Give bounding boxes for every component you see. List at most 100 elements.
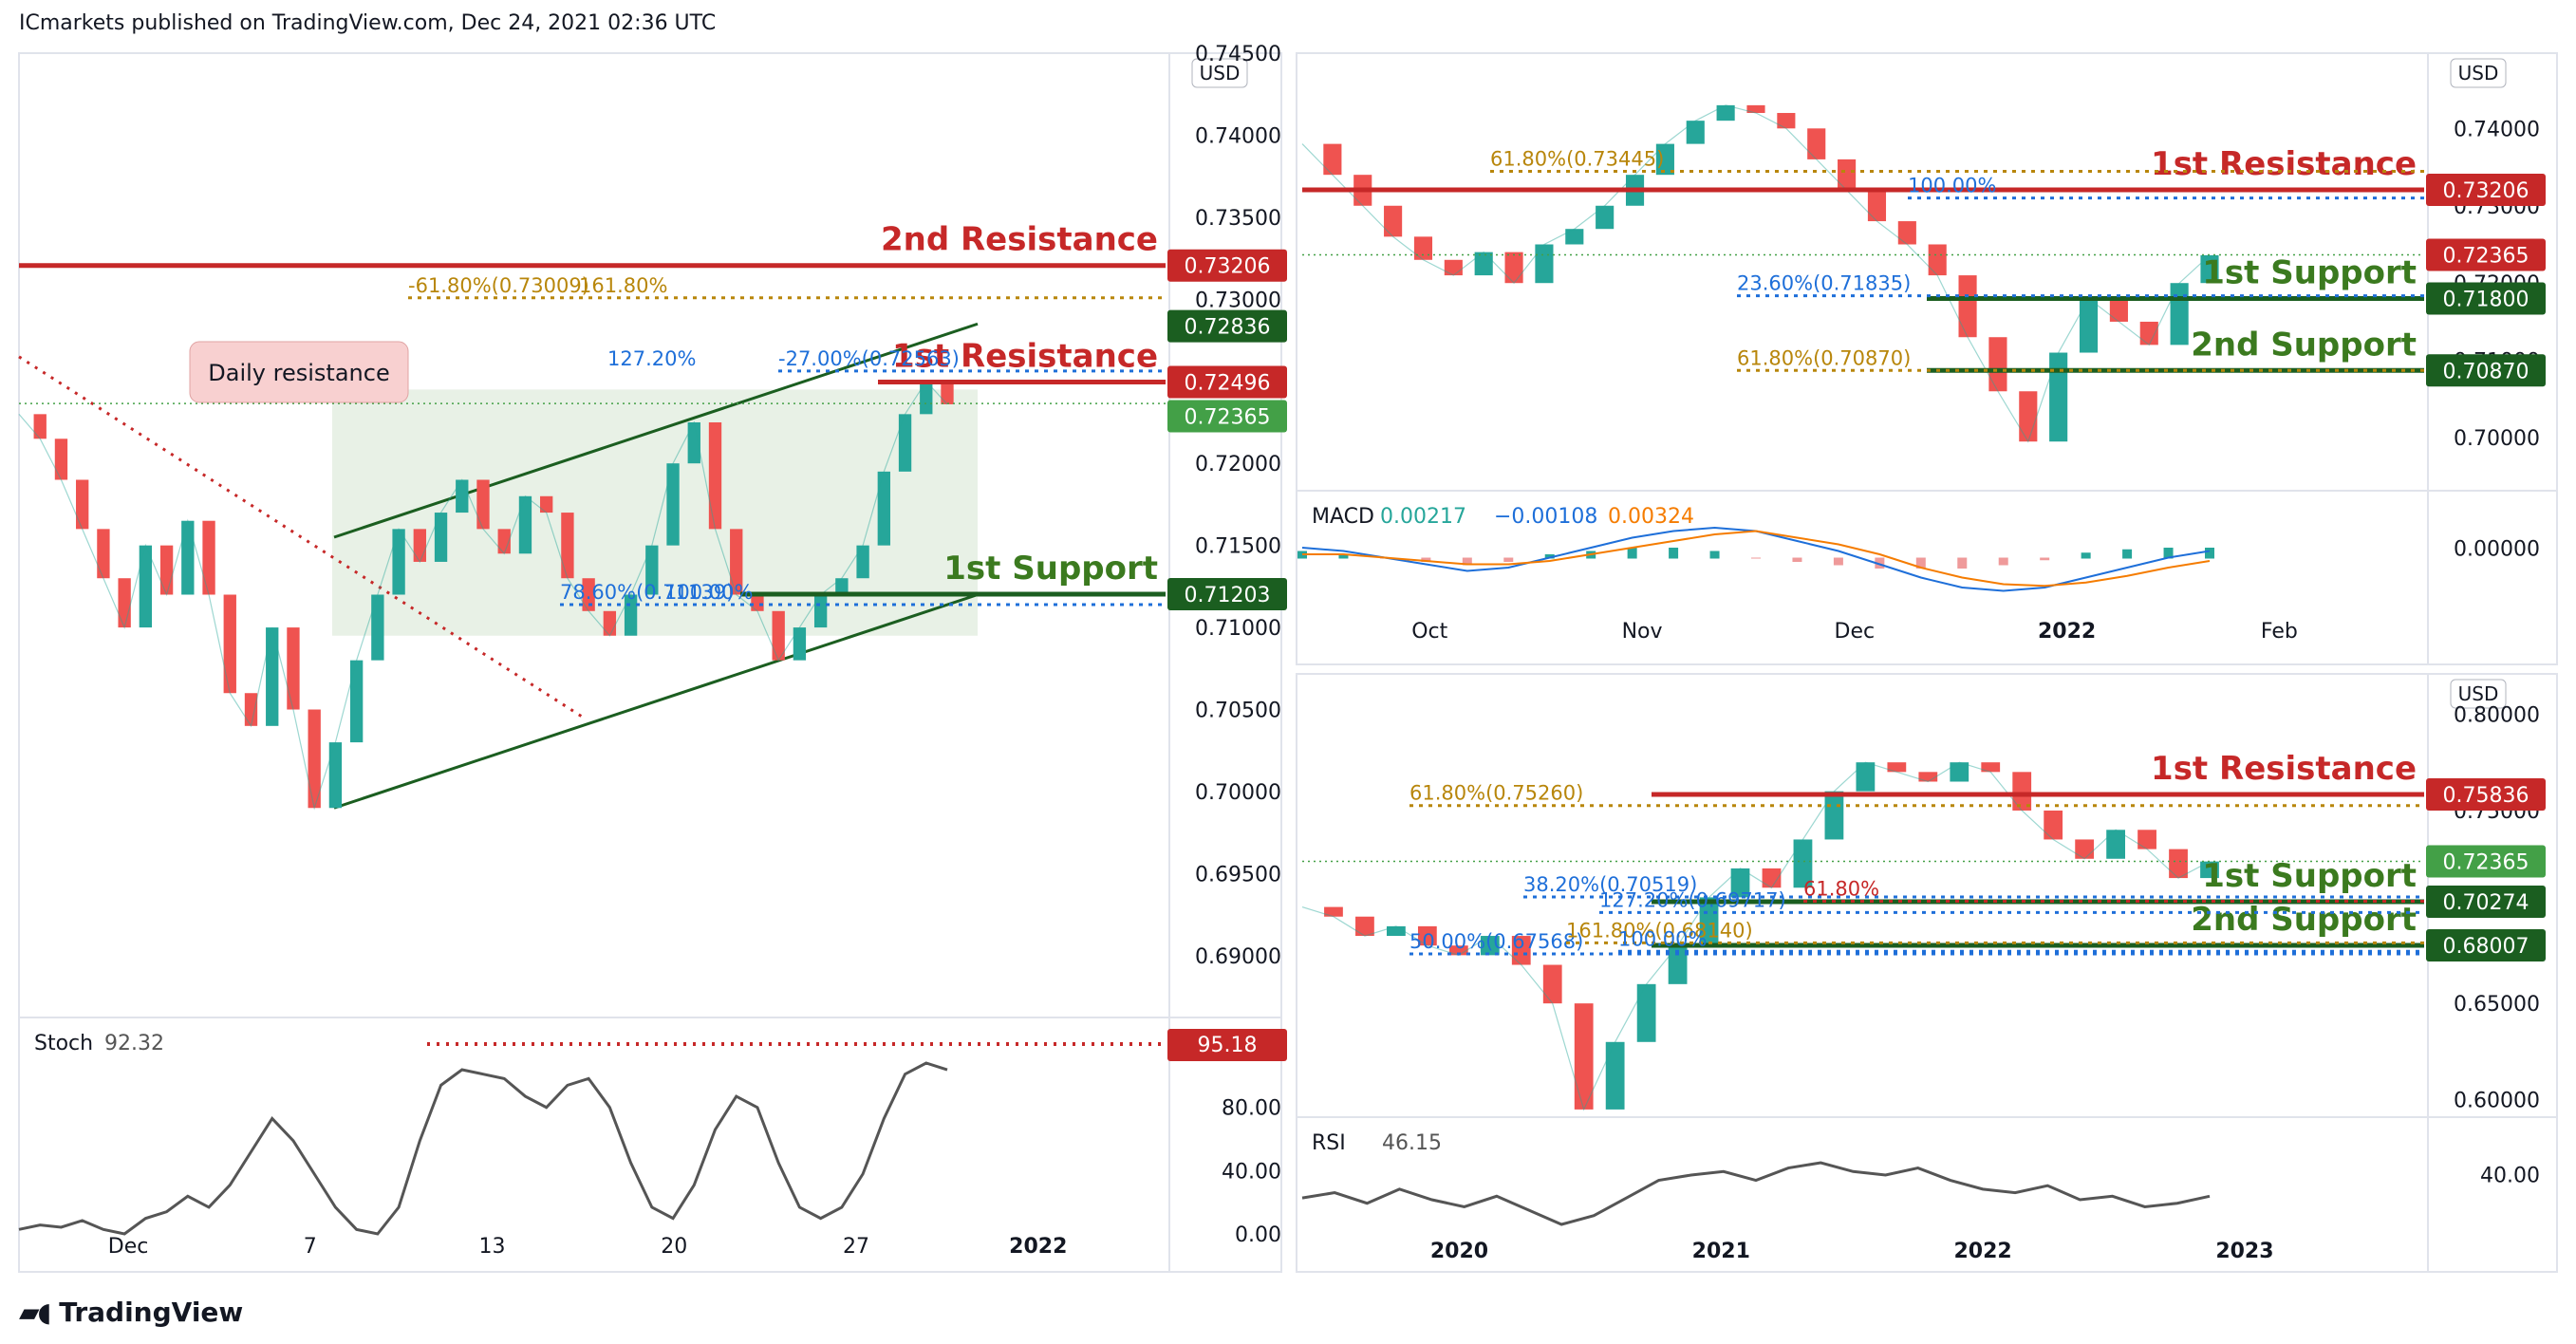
bottom-right-candle xyxy=(1605,1041,1625,1110)
left-candle xyxy=(371,594,384,661)
left-price-tag-label: 0.73206 xyxy=(1185,255,1271,279)
left-candle xyxy=(159,545,174,595)
left-price-tag xyxy=(1167,400,1287,433)
top-right-candle xyxy=(1323,143,1342,176)
left-indicator-line xyxy=(18,1061,948,1236)
left-candle xyxy=(202,520,215,595)
bottom-right-indicator-value: 46.15 xyxy=(1382,1131,1442,1155)
top-right-macd-histogram-bar xyxy=(1875,557,1885,569)
left-ytick-label: 0.69500 xyxy=(1195,863,1281,887)
bottom-right-indicator-name: RSI xyxy=(1312,1131,1346,1155)
left-fib-label: 78.60%(0.71139) xyxy=(560,581,734,604)
bottom-right-currency-label: USD xyxy=(2458,682,2499,705)
bottom-right-level-label: 2nd Support xyxy=(2191,901,2417,939)
left-level-label: 1st Support xyxy=(943,550,1158,588)
left-candle xyxy=(118,578,131,628)
left-currency-label: USD xyxy=(1200,62,1241,84)
top-right-candle xyxy=(1838,159,1857,191)
top-right-price-tag-label: 0.73206 xyxy=(2443,179,2529,203)
left-candle xyxy=(772,610,785,661)
top-right-indicator-value: 0.00217 xyxy=(1380,505,1466,529)
top-right-candle xyxy=(1596,205,1615,230)
left-candle xyxy=(497,529,511,554)
top-right-macd-histogram-bar xyxy=(1751,557,1761,559)
top-right-indicator-name: MACD xyxy=(1312,505,1374,529)
bottom-right-price-tag-label: 0.70274 xyxy=(2443,891,2529,915)
bottom-right-candle xyxy=(1918,772,1938,782)
left-price-tag-label: 0.72496 xyxy=(1185,371,1271,395)
tradingview-brand[interactable]: ▰◖ TradingView xyxy=(19,1297,243,1328)
left-candle xyxy=(139,545,153,628)
left-xtick-label: 7 xyxy=(304,1235,317,1259)
left-candle xyxy=(603,610,617,636)
top-right-macd-histogram-bar xyxy=(2163,548,2174,559)
left-fib-label: -27.00%(0.72563) xyxy=(778,347,960,370)
brand-label: TradingView xyxy=(59,1297,244,1328)
left-ytick-label: 0.70000 xyxy=(1195,781,1281,805)
left-candle xyxy=(941,381,954,404)
left-level-label: 2nd Resistance xyxy=(881,221,1158,259)
left-candle xyxy=(33,414,47,439)
bottom-right-frame xyxy=(1296,673,2558,1273)
bottom-right-candle xyxy=(1574,1003,1594,1110)
left-price-tag-label: 0.72836 xyxy=(1185,316,1271,340)
left-ytick-label: 0.71000 xyxy=(1195,617,1281,641)
bottom-right-candle xyxy=(1355,916,1374,937)
top-right-price-tag xyxy=(2426,282,2546,315)
bottom-right-price-tag-label: 0.68007 xyxy=(2443,935,2529,959)
top-right-candle xyxy=(1897,221,1916,245)
bottom-right-candle xyxy=(2106,830,2125,859)
left-candle xyxy=(687,421,700,464)
bottom-right-candle xyxy=(1856,762,1876,792)
bottom-right-fib-label: 61.80%(0.75260) xyxy=(1409,782,1583,805)
left-candle xyxy=(266,627,279,726)
top-right-candle xyxy=(1777,113,1796,129)
left-price-tag-label: 0.71203 xyxy=(1185,584,1271,607)
top-right-candle xyxy=(1686,121,1705,144)
left-price-tag xyxy=(1167,365,1287,399)
top-right-frame xyxy=(1296,52,2558,665)
left-candle xyxy=(835,578,849,595)
left-xtick-label: 20 xyxy=(661,1235,687,1259)
top-right-macd-histogram-bar xyxy=(1544,554,1555,559)
top-right-candle xyxy=(1988,337,2007,392)
left-channel-upper xyxy=(333,322,979,539)
bottom-right-xtick-label: 2020 xyxy=(1430,1240,1488,1263)
top-right-candle xyxy=(1565,229,1584,245)
bottom-right-price-line xyxy=(1301,761,2211,1111)
top-right-macd-histogram-bar xyxy=(1833,557,1843,566)
left-candle xyxy=(97,529,110,579)
top-right-signal-line xyxy=(1302,530,2211,588)
bottom-right-price-tag-label: 0.72365 xyxy=(2443,851,2529,875)
bottom-right-candle xyxy=(1480,936,1500,956)
bottom-right-candle xyxy=(1542,964,1562,1004)
left-ytick-label: 0.74500 xyxy=(1195,43,1281,66)
left-xtick-label: 27 xyxy=(843,1235,869,1259)
bottom-right-ytick-label: 0.60000 xyxy=(2454,1090,2540,1113)
bottom-right-candle xyxy=(1730,868,1750,898)
left-candle xyxy=(287,627,300,710)
top-right-currency-label: USD xyxy=(2458,62,2499,84)
left-fib-label: -61.80%(0.73009) xyxy=(408,274,589,297)
top-right-candle xyxy=(1867,190,1887,222)
top-right-price-tag xyxy=(2426,354,2546,387)
left-candle xyxy=(751,594,764,611)
top-right-fib-label: 61.80%(0.73445) xyxy=(1490,148,1664,171)
left-candle xyxy=(730,529,743,595)
left-candle xyxy=(645,545,659,595)
bottom-right-candle xyxy=(2200,861,2219,879)
left-candle xyxy=(223,594,236,694)
left-candle xyxy=(561,513,574,579)
left-candle xyxy=(582,578,595,611)
bottom-right-xtick-label: 2022 xyxy=(1953,1240,2011,1263)
left-candle xyxy=(518,495,532,554)
bottom-right-candle xyxy=(1699,897,1719,946)
tradingview-logo-icon: ▰◖ xyxy=(19,1297,51,1328)
left-callout-box xyxy=(189,341,409,403)
top-right-macd-histogram-bar xyxy=(1669,548,1679,559)
top-right-ytick-label: 0.70000 xyxy=(2454,427,2540,451)
left-candle xyxy=(666,463,680,546)
left-candle xyxy=(328,742,343,809)
left-candle xyxy=(308,709,321,809)
left-candle xyxy=(898,414,912,472)
